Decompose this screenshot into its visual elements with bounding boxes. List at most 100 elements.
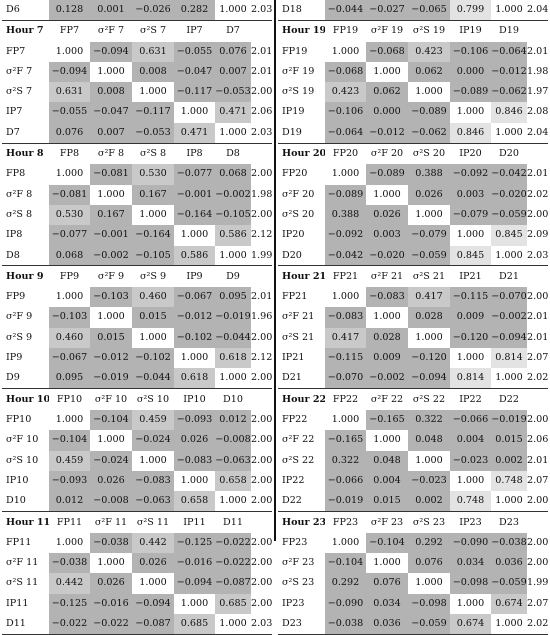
row-statistic: 2.01	[527, 454, 548, 466]
row-statistic: 2.03	[251, 4, 272, 15]
correlation-value: −0.094	[491, 327, 527, 349]
table-row: FP20 1.000 −0.089 0.388 −0.092 −0.042 2.01	[278, 164, 548, 185]
section-rule	[2, 510, 272, 512]
correlation-value: 0.442	[132, 532, 174, 554]
correlation-value: −0.044	[132, 368, 174, 389]
correlation-value: 1.000	[408, 573, 450, 594]
correlation-value: −0.104	[366, 532, 408, 554]
table-row: D22 −0.019 0.015 0.002 0.748 1.000 2.00	[278, 491, 548, 512]
row-statistic: 2.00	[527, 557, 548, 569]
correlation-value: 0.034	[366, 593, 408, 614]
correlation-value: 1.000	[408, 327, 450, 349]
correlation-value: 0.167	[90, 204, 132, 226]
correlation-value: −0.090	[450, 532, 491, 554]
correlation-value: 0.471	[174, 122, 215, 144]
correlation-value: −0.020	[491, 184, 527, 205]
row-statistic: 2.07	[527, 474, 548, 486]
correlation-value: 0.618	[215, 348, 251, 369]
row-statistic: 2.02	[527, 618, 548, 629]
hour-label: Hour 8	[6, 148, 44, 160]
correlation-value: −0.019	[325, 491, 366, 512]
row-statistic: 2.02	[527, 372, 548, 384]
column-header: FP23	[332, 516, 359, 528]
correlation-value: −0.164	[174, 204, 215, 226]
column-header: σ²S 22	[412, 393, 446, 405]
correlation-value: −0.042	[491, 164, 527, 185]
row-statistic: 1.97	[527, 86, 548, 98]
correlation-value: 0.586	[215, 225, 251, 246]
section-rule	[2, 19, 272, 21]
correlation-value: −0.044	[215, 327, 251, 349]
correlation-value: 1.000	[132, 450, 174, 471]
correlation-value: −0.053	[132, 122, 174, 144]
row-label: σ²F 20	[282, 188, 315, 200]
table-row: IP11 −0.125 −0.016 −0.094 1.000 0.685 2.00	[2, 593, 272, 614]
correlation-value: −0.063	[132, 491, 174, 512]
row-label: D8	[6, 249, 20, 261]
correlation-value: 1.000	[174, 470, 215, 492]
column-header: IP9	[186, 270, 203, 282]
correlation-value: −0.038	[491, 532, 527, 554]
correlation-value: 0.631	[49, 82, 90, 103]
column-header: D9	[226, 270, 240, 282]
correlation-value: 0.036	[366, 614, 408, 635]
table-row: IP7 −0.055 −0.047 −0.117 1.000 0.471 2.06	[2, 102, 272, 123]
correlation-value: −0.012	[491, 61, 527, 83]
row-label: IP23	[282, 597, 305, 609]
correlation-value: −0.115	[325, 348, 366, 369]
row-statistic: 2.01	[527, 311, 548, 323]
correlation-value: 0.388	[325, 204, 366, 226]
correlation-value: 1.000	[366, 184, 408, 205]
table-row: D11 −0.022 −0.022 −0.087 0.685 1.000 2.03	[2, 614, 272, 635]
correlation-value: −0.022	[90, 614, 132, 635]
correlation-value: −0.024	[90, 450, 132, 471]
column-header: σ²S 19	[412, 25, 446, 37]
section-rule	[278, 19, 548, 21]
row-label: IP21	[282, 352, 305, 364]
row-label: σ²S 21	[282, 331, 315, 343]
correlation-value: −0.103	[90, 287, 132, 308]
correlation-value: 1.000	[49, 409, 90, 431]
correlation-value: −0.012	[174, 307, 215, 328]
row-statistic: 2.00	[251, 168, 272, 180]
correlation-value: 0.048	[366, 450, 408, 471]
correlation-value: 1.000	[174, 102, 215, 123]
row-label: FP11	[6, 536, 32, 548]
table-row: D23 −0.038 0.036 −0.059 0.674 1.000 2.02	[278, 614, 548, 635]
row-label: σ²F 11	[6, 557, 39, 569]
correlation-value: 1.000	[450, 348, 491, 369]
correlation-value: 1.000	[174, 593, 215, 614]
table-row: σ²F 10 −0.104 1.000 −0.024 0.026 −0.008 2.00	[2, 430, 272, 451]
correlation-value: 1.000	[408, 82, 450, 103]
table-row: D7 0.076 0.007 −0.053 0.471 1.000 2.03	[2, 122, 272, 144]
correlation-value: −0.023	[450, 450, 491, 471]
row-statistic: 2.07	[527, 597, 548, 609]
row-statistic: 2.00	[527, 536, 548, 548]
table-row: FP22 1.000 −0.165 0.322 −0.066 −0.019 2.00	[278, 409, 548, 431]
correlation-value: 0.062	[408, 61, 450, 83]
column-header: IP19	[459, 25, 482, 37]
correlation-value: 1.000	[366, 430, 408, 451]
column-header: D11	[223, 516, 243, 528]
row-label: IP22	[282, 474, 305, 486]
correlation-value: −0.042	[325, 245, 366, 266]
correlation-value: 0.009	[366, 348, 408, 369]
correlation-value: 1.000	[49, 287, 90, 308]
column-header: σ²F 8	[97, 148, 125, 160]
column-header: σ²S 9	[139, 270, 167, 282]
table-row: σ²S 23 0.292 0.076 1.000 −0.098 −0.059 1.99	[278, 573, 548, 594]
correlation-value: −0.065	[408, 0, 450, 21]
correlation-value: −0.104	[90, 409, 132, 431]
correlation-value: 0.128	[49, 0, 90, 21]
column-header: IP10	[183, 393, 206, 405]
table-row: FP23 1.000 −0.104 0.292 −0.090 −0.038 2.00	[278, 532, 548, 554]
correlation-value: −0.070	[325, 368, 366, 389]
correlation-value: −0.102	[174, 327, 215, 349]
table-header-row: Hour 23 FP23 σ²F 23 σ²S 23 IP23 D23	[278, 513, 548, 533]
section-rule	[278, 142, 548, 144]
row-label: D11	[6, 618, 26, 629]
correlation-value: −0.104	[49, 430, 90, 451]
row-label: σ²F 7	[6, 65, 33, 77]
correlation-value: −0.092	[450, 164, 491, 185]
column-divider	[274, 0, 276, 541]
